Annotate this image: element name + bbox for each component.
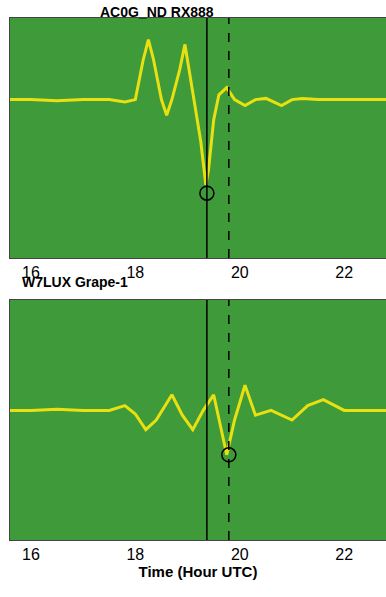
- svg-text:20: 20: [231, 264, 249, 281]
- svg-text:20: 20: [231, 546, 249, 563]
- svg-text:AC0G_ND RX888: AC0G_ND RX888: [100, 4, 214, 20]
- svg-text:16: 16: [22, 264, 40, 281]
- svg-text:18: 18: [126, 264, 144, 281]
- svg-text:W7LUX Grape-1: W7LUX Grape-1: [22, 274, 128, 290]
- svg-text:18: 18: [126, 546, 144, 563]
- svg-text:22: 22: [335, 264, 353, 281]
- svg-text:22: 22: [335, 546, 353, 563]
- svg-text:16: 16: [22, 546, 40, 563]
- svg-text:Time (Hour UTC): Time (Hour UTC): [139, 563, 258, 580]
